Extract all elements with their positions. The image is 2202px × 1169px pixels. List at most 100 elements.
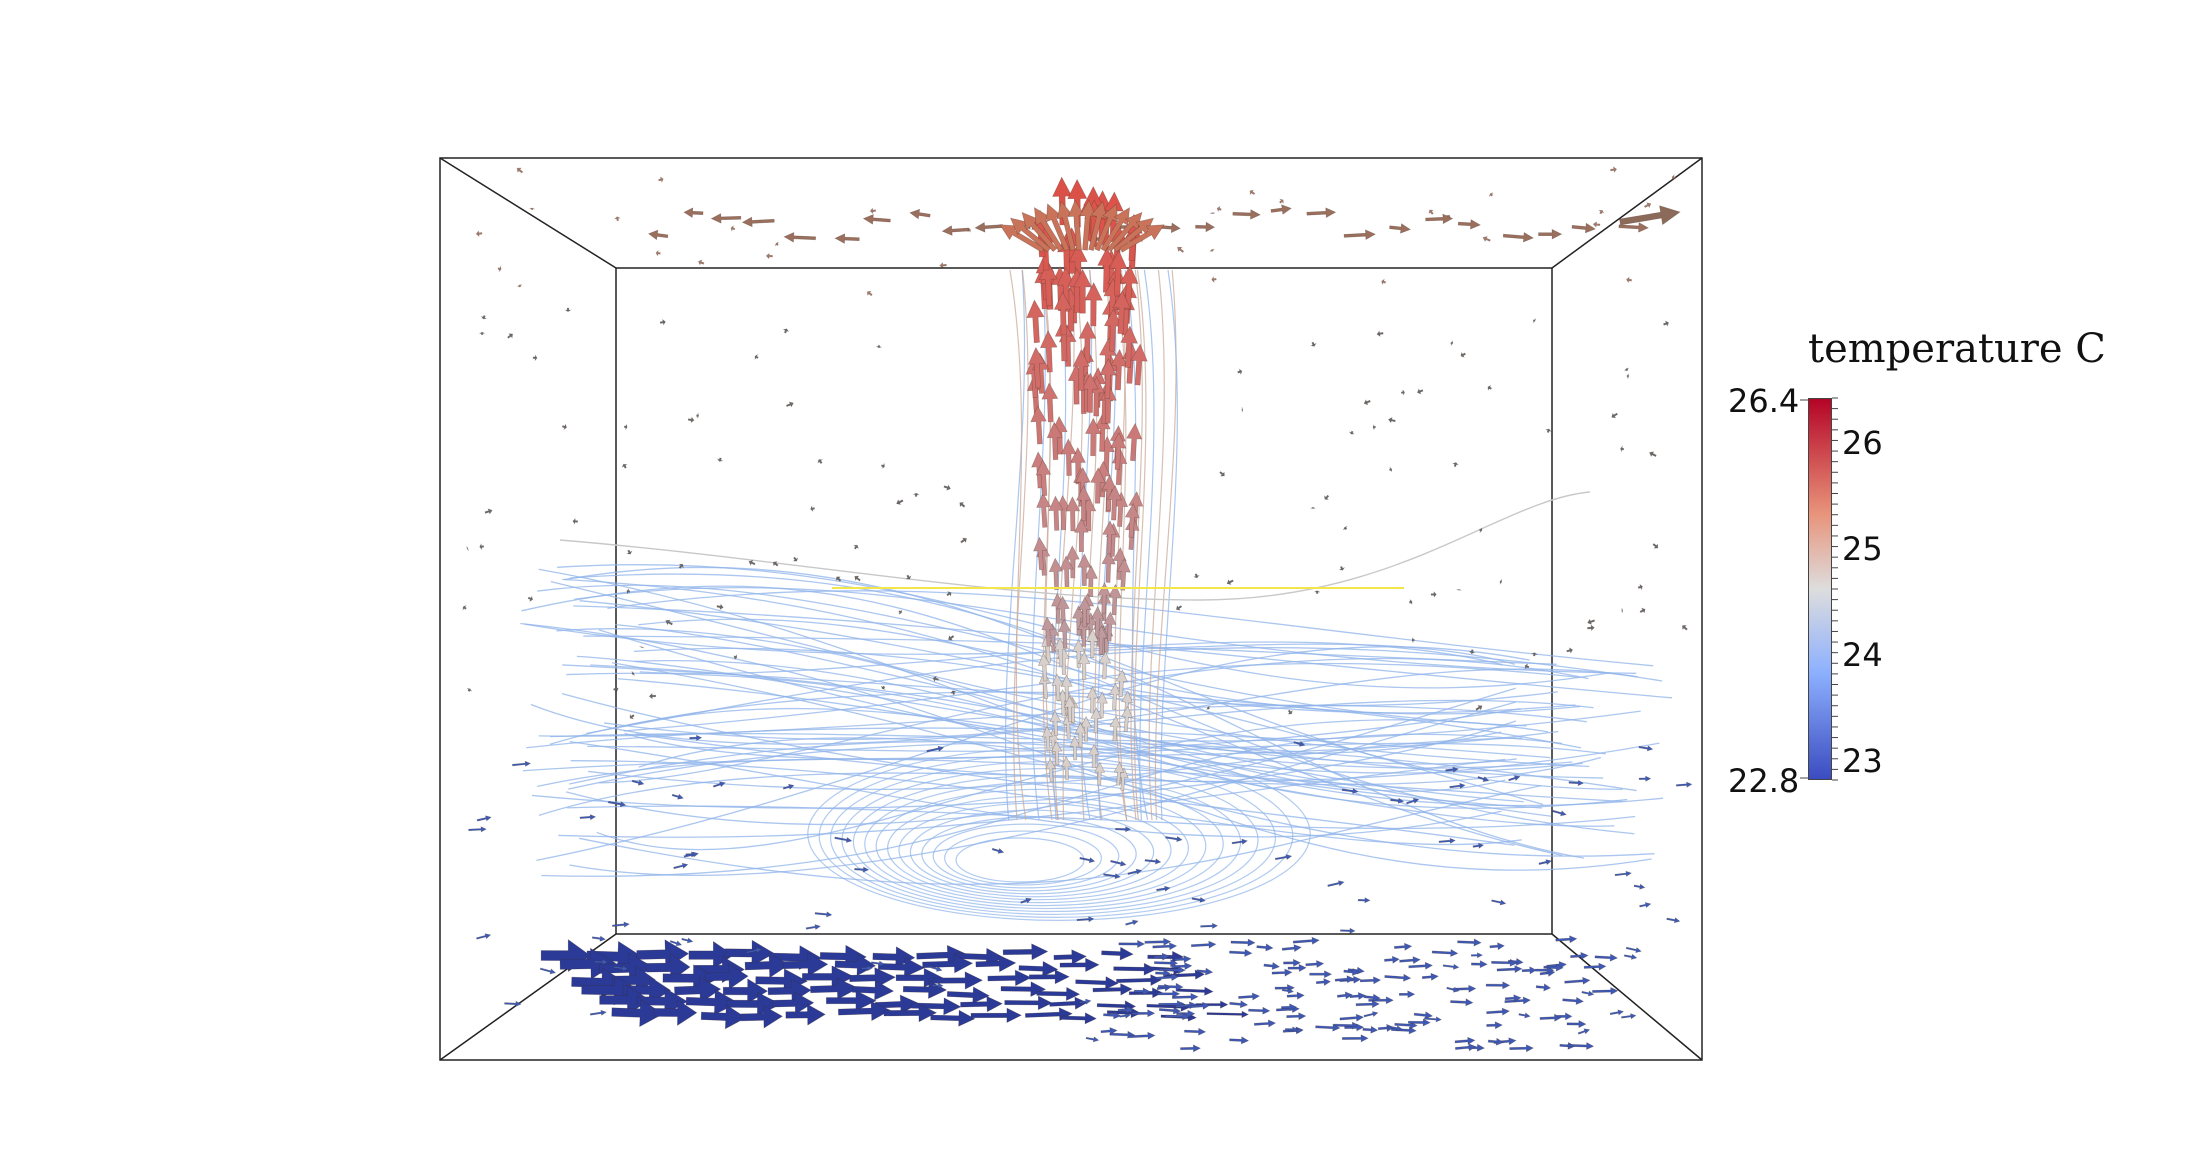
plume-arrow: [1126, 422, 1143, 462]
edge-bottom-right: [1551, 933, 1703, 1061]
scatter-arrow: [810, 505, 815, 513]
scatter-arrow: [1626, 373, 1630, 379]
floor-arrow: [782, 952, 829, 977]
streamline: [568, 741, 1637, 792]
floor-arrow: [834, 953, 877, 977]
scatter-arrow: [782, 783, 795, 790]
scatter-arrow: [681, 937, 694, 944]
colorbar-gradient: [1808, 398, 1832, 780]
scatter-arrow: [623, 424, 628, 430]
plume-arrow: [1088, 743, 1100, 769]
scatter-arrow: [475, 230, 483, 237]
scatter-arrow: [1478, 527, 1483, 533]
floor-arrow: [910, 997, 962, 1016]
floor-arrow: [922, 954, 974, 974]
scatter-arrow: [1103, 873, 1121, 880]
floor-arrow: [883, 1003, 938, 1023]
scatter-arrow: [527, 595, 533, 602]
floor-arrow: [785, 1003, 826, 1026]
floor-arrow: [744, 952, 790, 979]
ceiling-arrow: [1270, 204, 1292, 215]
streamline: [623, 662, 1580, 732]
floor-arrow: [1004, 995, 1053, 1011]
plume-arrow: [1103, 308, 1122, 352]
plume-arrow: [1112, 546, 1127, 580]
scatter-arrow: [479, 331, 485, 335]
scatter-arrow: [639, 646, 645, 649]
floor-arrow: [1002, 943, 1049, 961]
scatter-arrow: [960, 537, 967, 544]
streamline-plume: [1081, 269, 1098, 821]
floor-arrow: [1486, 1021, 1503, 1030]
scatter-arrow: [1581, 990, 1595, 997]
plume-arrow: [1078, 596, 1092, 628]
scatter-arrow: [678, 563, 684, 569]
plume-arrow: [1059, 555, 1074, 589]
floor-arrow: [1206, 1010, 1249, 1019]
scatter-arrow: [1219, 471, 1225, 477]
scatter-arrow: [476, 815, 492, 822]
scatter-arrow: [854, 866, 870, 873]
scatter-arrow: [1191, 896, 1206, 903]
floor-arrow: [1248, 1006, 1271, 1015]
scatter-arrow: [613, 685, 619, 693]
scatter-arrow: [1076, 916, 1095, 923]
scatter-arrow: [1430, 591, 1437, 598]
scatter-arrow: [926, 745, 945, 753]
floor-arrow: [825, 990, 877, 1012]
streamline-plume: [1114, 269, 1128, 821]
scatter-arrow: [854, 575, 861, 582]
scatter-arrow: [716, 457, 724, 462]
floor-arrow: [1394, 1021, 1418, 1030]
floor-arrow: [1408, 961, 1434, 970]
scatter-arrow: [1598, 209, 1605, 215]
scatter-arrow: [626, 549, 633, 555]
streamline-plume: [1062, 269, 1083, 821]
streamline: [599, 657, 1589, 784]
plume-arrow: [1077, 651, 1091, 680]
plume-arrow: [1074, 517, 1089, 553]
floor-arrow: [1100, 1027, 1118, 1036]
floor-arrow: [1399, 956, 1421, 965]
scatter-arrow: [1446, 986, 1460, 993]
floor-arrow: [1000, 981, 1047, 997]
scatter-arrow: [991, 847, 1005, 854]
scatter-arrow: [1279, 198, 1284, 204]
plume-arrow: [1048, 495, 1064, 531]
scatter-arrow: [1115, 826, 1132, 833]
floor-arrow: [1153, 952, 1170, 961]
ceiling-arrow: [1195, 221, 1216, 233]
plume-arrow: [1108, 682, 1121, 711]
floor-arrow: [1457, 938, 1482, 947]
floor-arrow: [1184, 1027, 1207, 1036]
streamline-plume: [1133, 269, 1147, 821]
streamline: [537, 584, 1527, 727]
scatter-arrow: [950, 690, 957, 695]
floor-arrow: [1363, 993, 1381, 1002]
plume-arrow: [1051, 673, 1064, 701]
plume-arrow: [1110, 432, 1127, 471]
floor-arrow: [1116, 974, 1163, 986]
floor-arrow: [1171, 992, 1199, 1001]
plume-arrow: [1103, 611, 1117, 642]
floor-arrow: [1292, 936, 1320, 945]
scatter-arrow: [712, 781, 726, 788]
scatter-arrow: [1544, 428, 1552, 433]
streamline-plume: [1096, 269, 1117, 821]
scatter-arrow: [1456, 589, 1462, 591]
scatter-arrow: [1614, 870, 1632, 877]
colorbar-tick-label: 25: [1842, 530, 1883, 568]
floor-arrow: [1101, 946, 1134, 961]
scatter-arrow: [1381, 278, 1387, 286]
ceiling-arrow: [783, 232, 817, 243]
floor-arrow: [872, 946, 916, 968]
scatter-arrow: [1621, 1013, 1637, 1020]
plume-arrow: [1107, 583, 1122, 616]
scatter-arrow: [932, 675, 939, 683]
floor-arrow: [1053, 949, 1087, 965]
scatter-arrow: [507, 333, 513, 339]
streamline-swirl: [886, 795, 1189, 901]
scatter-arrow: [607, 800, 627, 808]
scatter-arrow: [683, 851, 700, 858]
